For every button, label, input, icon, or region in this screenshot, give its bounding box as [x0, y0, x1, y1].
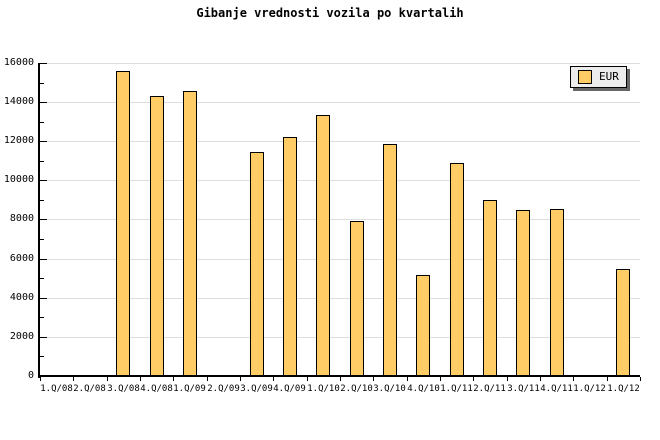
y-axis-minor-tick — [40, 83, 44, 84]
x-axis-tick-label: 1.Q/09 — [173, 384, 206, 394]
y-axis-minor-tick — [40, 278, 44, 279]
bar — [616, 269, 630, 377]
x-axis-tick-label: 1.Q/12 — [607, 384, 640, 394]
x-axis-tick-label: 1.Q/08 — [40, 384, 73, 394]
bar — [416, 275, 430, 377]
x-axis-tick-label: 3.Q/11 — [507, 384, 540, 394]
bar — [450, 163, 464, 377]
x-axis-tick-label: 2.Q/09 — [207, 384, 240, 394]
y-axis-tick — [40, 298, 47, 299]
y-axis-minor-tick — [40, 356, 44, 357]
bar — [316, 115, 330, 377]
y-axis-line — [38, 63, 40, 378]
legend-color-swatch-eur — [578, 70, 592, 84]
x-axis-tick — [573, 377, 574, 381]
bar — [183, 91, 197, 377]
x-axis-tick — [240, 377, 241, 381]
x-axis-tick — [73, 377, 74, 381]
x-axis-tick-label: 4.Q/10 — [407, 384, 440, 394]
x-axis-tick-label: 1.Q/10 — [307, 384, 340, 394]
bar — [283, 137, 297, 377]
bar — [550, 209, 564, 377]
x-axis-tick — [40, 377, 41, 381]
x-axis-tick — [607, 377, 608, 381]
x-axis-tick-label: 3.Q/08 — [107, 384, 140, 394]
x-axis-tick — [207, 377, 208, 381]
legend: EUR — [570, 66, 627, 88]
x-axis-tick — [640, 377, 641, 381]
y-axis-tick-label: 12000 — [3, 135, 34, 146]
y-axis-tick-label: 16000 — [3, 57, 34, 68]
y-axis-minor-tick — [40, 161, 44, 162]
bar — [150, 96, 164, 377]
x-axis-tick — [373, 377, 374, 381]
x-axis-tick-label: 2.Q/10 — [340, 384, 373, 394]
x-axis-tick — [173, 377, 174, 381]
x-axis-tick-label: 3.Q/09 — [240, 384, 273, 394]
x-axis-tick — [473, 377, 474, 381]
bar — [350, 221, 364, 377]
x-axis-tick — [440, 377, 441, 381]
gridline — [40, 180, 640, 181]
y-axis-tick-label: 10000 — [3, 174, 34, 185]
x-axis-tick — [507, 377, 508, 381]
gridline — [40, 337, 640, 338]
y-axis-tick-label: 4000 — [9, 292, 34, 303]
gridline — [40, 219, 640, 220]
y-axis-tick-label: 8000 — [9, 213, 34, 224]
x-axis-tick — [540, 377, 541, 381]
x-axis-tick-label: 1.Q/12 — [573, 384, 606, 394]
x-axis-line — [38, 375, 640, 377]
chart-title: Gibanje vrednosti vozila po kvartalih — [196, 6, 464, 20]
y-axis-tick — [40, 219, 47, 220]
bar — [116, 71, 130, 377]
y-axis-tick — [40, 259, 47, 260]
x-axis-tick-label: 2.Q/11 — [473, 384, 506, 394]
legend-series-label: EUR — [599, 70, 619, 83]
x-axis-tick — [140, 377, 141, 381]
x-axis-tick-label: 4.Q/08 — [140, 384, 173, 394]
y-axis-tick-label: 0 — [27, 370, 34, 381]
gridline — [40, 63, 640, 64]
bar — [516, 210, 530, 377]
x-axis-tick-label: 2.Q/08 — [73, 384, 106, 394]
bar — [250, 152, 264, 377]
bar — [483, 200, 497, 377]
x-axis-tick — [107, 377, 108, 381]
y-axis-tick — [40, 141, 47, 142]
y-axis-minor-tick — [40, 317, 44, 318]
x-axis-tick-label: 3.Q/10 — [373, 384, 406, 394]
x-axis-tick-label: 4.Q/11 — [540, 384, 573, 394]
x-axis-tick-label: 1.Q/11 — [440, 384, 473, 394]
x-axis-tick — [407, 377, 408, 381]
gridline — [40, 102, 640, 103]
x-axis-tick — [340, 377, 341, 381]
y-axis-tick — [40, 63, 47, 64]
y-axis-minor-tick — [40, 122, 44, 123]
y-axis-tick-label: 6000 — [9, 253, 34, 264]
y-axis-tick — [40, 337, 47, 338]
x-axis-tick-label: 4.Q/09 — [273, 384, 306, 394]
y-axis-minor-tick — [40, 200, 44, 201]
x-axis-tick — [307, 377, 308, 381]
y-axis-tick-label: 14000 — [3, 96, 34, 107]
gridline — [40, 259, 640, 260]
y-axis-tick-label: 2000 — [9, 331, 34, 342]
y-axis-minor-tick — [40, 239, 44, 240]
y-axis-tick — [40, 180, 47, 181]
gridline — [40, 298, 640, 299]
bar — [383, 144, 397, 377]
y-axis-tick — [40, 102, 47, 103]
gridline — [40, 141, 640, 142]
x-axis-tick — [273, 377, 274, 381]
